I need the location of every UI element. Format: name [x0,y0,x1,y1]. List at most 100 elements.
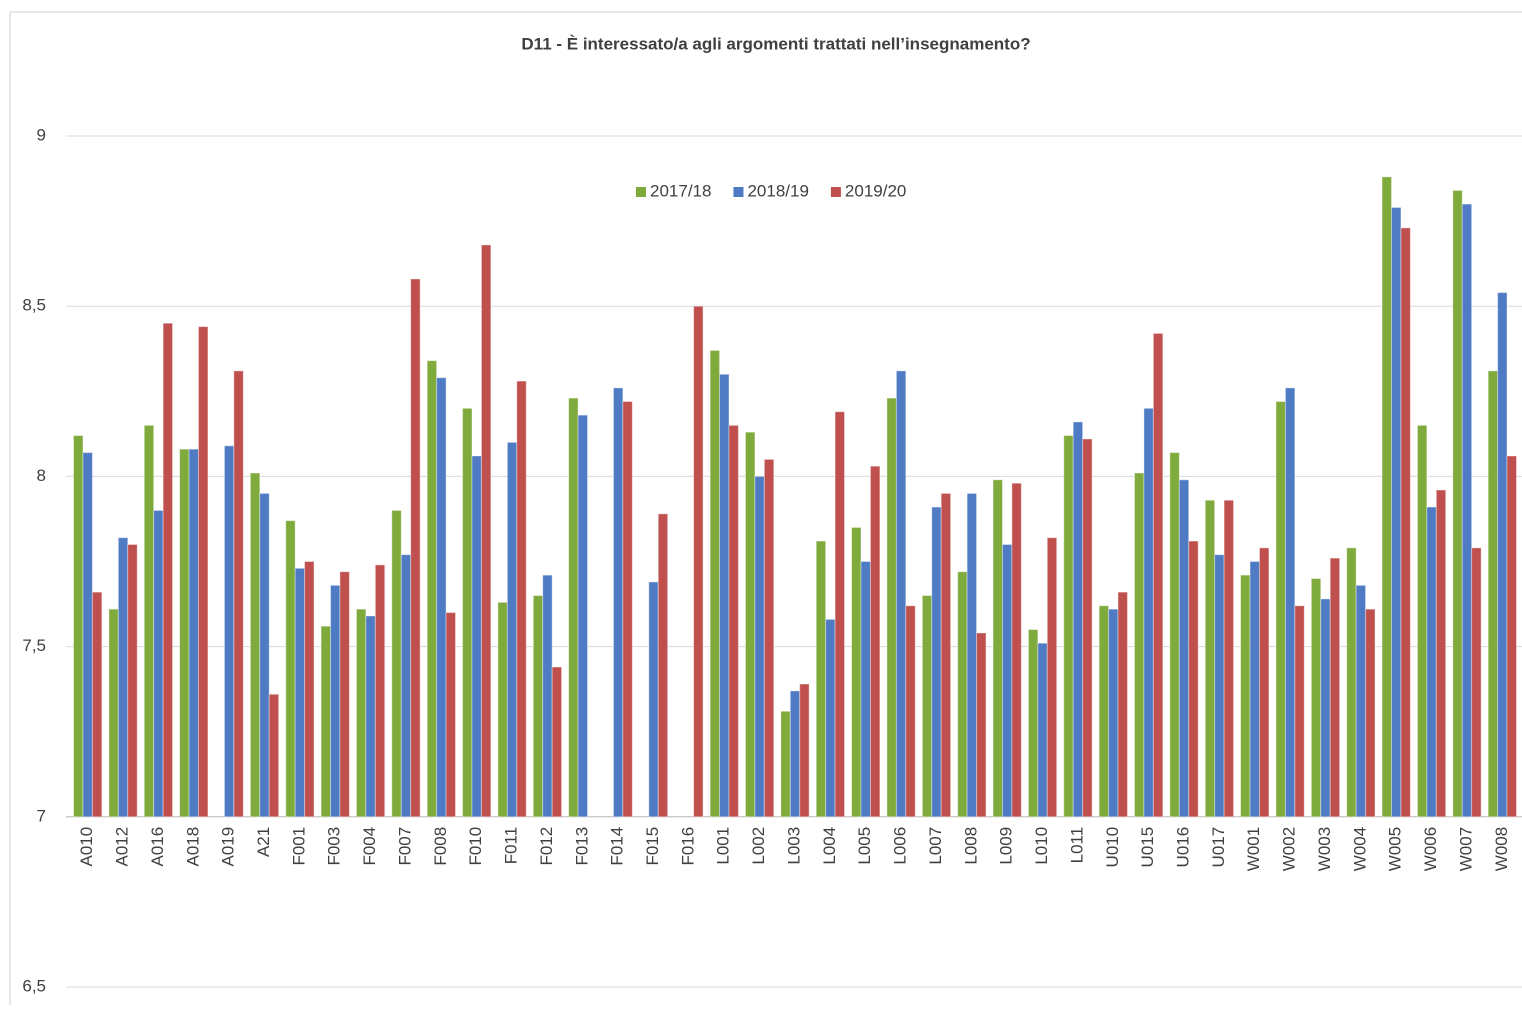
bar [374,564,386,818]
bar [799,683,810,818]
bar [1275,401,1286,818]
legend-label: 2018/19 [747,181,808,200]
bar [1435,489,1447,818]
bar [108,608,119,818]
bar [1471,547,1482,818]
bar [825,618,836,818]
bar [622,401,633,818]
bar [1365,608,1376,818]
x-tick-label: A21 [254,827,273,857]
bar [294,567,306,818]
bar [1294,605,1305,818]
bar [851,526,862,818]
bar [1310,578,1322,818]
bar [1223,499,1235,818]
bar [339,571,350,818]
x-tick-label: L006 [891,827,910,865]
x-tick-label: U015 [1138,827,1157,868]
bar [162,322,174,818]
x-tick-label: U016 [1174,827,1193,868]
y-tick-label: 6,5 [22,976,46,995]
bar [153,509,164,818]
bar [754,475,765,818]
x-tick-label: L005 [855,827,874,865]
x-tick-label: F004 [360,827,379,866]
bar [1011,482,1022,818]
bar [921,595,933,818]
bar [330,584,341,818]
bar [744,431,756,818]
bar [320,625,332,818]
x-tick-label: A019 [219,827,238,867]
x-tick-label: L008 [961,827,980,865]
bar [436,377,447,818]
x-tick-label: L002 [749,827,768,865]
x-tick-label: A018 [183,827,202,867]
bar [117,537,129,818]
bar [1134,472,1145,818]
bar [532,595,544,818]
legend-label: 2017/18 [650,181,711,200]
x-tick-label: W006 [1421,827,1440,871]
x-tick-label: F012 [537,827,556,866]
bar [1143,407,1154,818]
bar [179,448,190,818]
bar [992,479,1003,818]
bar [1063,435,1074,818]
x-tick-label: F013 [572,827,591,866]
bar [1258,547,1270,818]
bar [886,397,897,818]
bar [1178,479,1190,818]
bar [1082,438,1093,818]
bar [1001,543,1013,818]
x-tick-label: W002 [1280,827,1299,871]
x-tick-label: W008 [1492,827,1511,871]
bar [1452,189,1463,818]
bar [789,690,801,818]
bar [895,370,907,818]
bar [719,373,730,818]
bar [1046,537,1058,818]
bar [1506,455,1517,818]
bar [1117,591,1128,818]
bar [1487,370,1499,818]
bar [197,326,209,818]
x-tick-label: F008 [431,827,450,866]
bar [834,411,846,818]
bar [285,520,296,818]
x-tick-label: W003 [1315,827,1334,871]
bar [1037,642,1048,818]
bar [1240,574,1251,818]
bar [91,591,103,818]
x-tick-label: U010 [1103,827,1122,868]
x-tick-label: A016 [148,827,167,867]
x-tick-label: L001 [714,827,733,865]
bar [1320,598,1331,818]
x-tick-label: F003 [325,827,344,866]
bar [1108,608,1119,818]
bar [1188,540,1199,818]
x-tick-label: L009 [997,827,1016,865]
bar [304,561,315,818]
bar [365,615,376,818]
x-tick-label: W007 [1456,827,1475,871]
x-tick-label: W001 [1244,827,1263,871]
bar [1214,554,1225,818]
bar [1152,332,1164,818]
bar [940,492,952,818]
x-tick-label: F015 [643,827,662,866]
bar [709,349,721,818]
bar [223,445,235,818]
bar [1072,421,1084,818]
legend-swatch [733,187,744,197]
bar [1027,629,1039,818]
bar [815,540,827,818]
bar [410,278,421,818]
bar [480,244,492,818]
bar [976,632,987,818]
x-tick-label: A012 [113,827,132,867]
x-tick-label: U017 [1209,827,1228,868]
x-tick-label: L007 [926,827,945,865]
